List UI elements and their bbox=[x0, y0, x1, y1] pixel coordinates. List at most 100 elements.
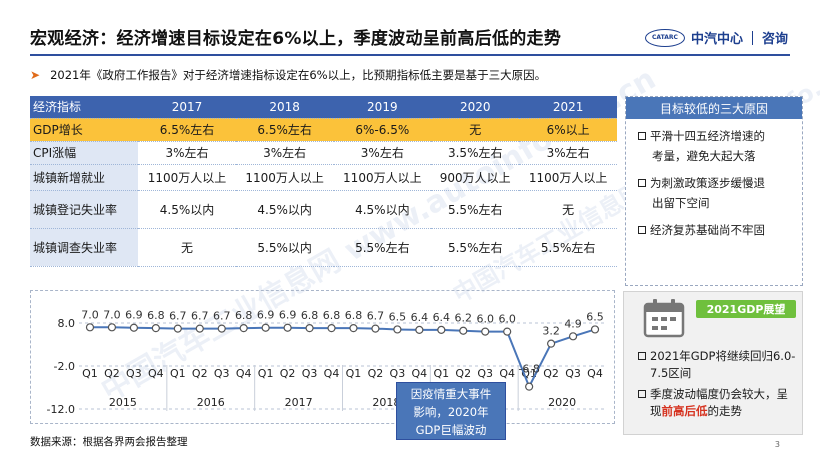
table-header: 2018 bbox=[235, 96, 334, 119]
x-tick-label: Q3 bbox=[390, 367, 406, 380]
row-label: 城镇新增就业 bbox=[30, 164, 139, 191]
economic-targets-table: 经济指标 2017 2018 2019 2020 2021 GDP增长 6.5%… bbox=[30, 96, 617, 267]
data-point bbox=[415, 325, 424, 334]
table-header: 2017 bbox=[138, 96, 236, 119]
table-cell: 3%左右 bbox=[519, 141, 617, 165]
checkbox-square-icon bbox=[638, 226, 646, 234]
x-tick-label: Q2 bbox=[368, 367, 384, 380]
table-cell: 6%以上 bbox=[519, 118, 617, 142]
data-label: 7.0 bbox=[81, 308, 99, 321]
x-tick-label: Q1 bbox=[170, 367, 186, 380]
data-label: 6.8 bbox=[147, 309, 165, 322]
data-point bbox=[525, 382, 534, 391]
reason-text: 出留下空间 bbox=[652, 196, 710, 210]
data-point bbox=[459, 326, 468, 335]
callout-line: 因疫情重大事件 bbox=[410, 387, 492, 401]
data-point bbox=[437, 325, 446, 334]
table-cell: 4.5%以内 bbox=[333, 190, 432, 229]
data-point bbox=[568, 332, 578, 341]
table-row: 城镇新增就业 1100万人以上 1100万人以上 1100万人以上 900万人以… bbox=[30, 164, 617, 191]
table-cell: 无 bbox=[431, 118, 520, 142]
outlook-badge: 2021GDP展望 bbox=[696, 300, 796, 318]
outlook-text: 季度波动幅度仍会较大，呈现前高后低的走势 bbox=[650, 387, 788, 418]
table-header: 2020 bbox=[431, 96, 520, 119]
x-tick-label: Q2 bbox=[104, 367, 120, 380]
data-label: 6.7 bbox=[191, 310, 209, 323]
covid-callout: 因疫情重大事件 影响，2020年 GDP巨幅波动 bbox=[396, 382, 506, 440]
catarc-logo-icon: CATARC bbox=[644, 28, 685, 47]
outlook-text: 2021年GDP将继续回归6.0-7.5区间 bbox=[650, 349, 796, 380]
data-point bbox=[283, 323, 292, 332]
reason-text: 考量，避免大起大落 bbox=[652, 149, 756, 163]
data-label: 6.7 bbox=[367, 310, 385, 323]
intro-line: ➤ 2021年《政府工作报告》对于经济增速指标设定在6%以上，比预期指标低主要是… bbox=[30, 67, 546, 83]
x-tick-label: Q3 bbox=[565, 367, 581, 380]
table-header: 2019 bbox=[333, 96, 432, 119]
data-label: 6.5 bbox=[586, 310, 604, 323]
data-point bbox=[503, 327, 512, 336]
table-cell: 无 bbox=[138, 228, 236, 267]
data-label: 6.0 bbox=[498, 313, 516, 326]
table-cell: 5.5%以内 bbox=[235, 228, 334, 267]
data-label: 6.7 bbox=[169, 310, 187, 323]
data-label: 6.8 bbox=[301, 309, 319, 322]
checkbox-square-icon bbox=[638, 352, 646, 360]
table-cell: 5.5%左右 bbox=[519, 228, 617, 267]
data-point bbox=[590, 325, 600, 334]
y-tick-label: 8.0 bbox=[58, 317, 76, 330]
table-cell: 5.5%左右 bbox=[333, 228, 432, 267]
x-tick-label: Q1 bbox=[258, 367, 274, 380]
data-label: 6.9 bbox=[257, 309, 275, 322]
calendar-icon bbox=[643, 299, 685, 338]
reason-item: 经济复苏基础尚不牢固 bbox=[626, 220, 802, 240]
row-label: 城镇登记失业率 bbox=[30, 190, 139, 229]
table-cell: 1100万人以上 bbox=[138, 164, 236, 191]
x-tick-label: Q1 bbox=[346, 367, 362, 380]
table-cell: 6.5%左右 bbox=[138, 118, 236, 142]
table-cell: 6.5%左右 bbox=[235, 118, 334, 142]
x-tick-label: Q3 bbox=[477, 367, 493, 380]
table-row: CPI涨幅 3%左右 3%左右 3%左右 3.5%左右 3%左右 bbox=[30, 141, 617, 165]
checkbox-square-icon bbox=[638, 390, 646, 398]
data-label: 6.8 bbox=[235, 309, 253, 322]
x-tick-label: Q2 bbox=[455, 367, 471, 380]
gdp-chart-frame: 8.0 -2.0 -12.0 Q1 Q2 Q3 Q4 Q1 Q2 Q3 Q4 Q1 Q2 Q3 Q4 Q1 Q2… bbox=[30, 290, 615, 424]
x-tick-label: Q4 bbox=[412, 367, 428, 380]
gdp-line-chart: 8.0 -2.0 -12.0 Q1 Q2 Q3 Q4 Q1 Q2 Q3 Q4 Q1 Q2 Q3 Q4 Q1 Q2… bbox=[47, 308, 606, 416]
page-number: 3 bbox=[774, 440, 780, 449]
checkbox-square-icon bbox=[638, 132, 646, 140]
logo-text-right: 咨询 bbox=[761, 32, 788, 47]
data-source: 数据来源：根据各界两会报告整理 bbox=[30, 436, 188, 448]
row-label: 城镇调查失业率 bbox=[30, 228, 139, 267]
table-cell: 3%左右 bbox=[138, 141, 236, 165]
table-row: 城镇登记失业率 4.5%以内 4.5%以内 4.5%以内 5.5%左右 无 bbox=[30, 190, 617, 229]
x-tick-label: Q1 bbox=[82, 367, 98, 380]
data-point bbox=[393, 325, 402, 334]
data-point bbox=[349, 324, 358, 333]
data-label: 6.4 bbox=[411, 311, 429, 324]
table-cell: 3%左右 bbox=[235, 141, 334, 165]
table-cell: 1100万人以上 bbox=[519, 164, 617, 191]
table-cell: 1100万人以上 bbox=[333, 164, 432, 191]
outlook-point: 2021年GDP将继续回归6.0-7.5区间 bbox=[638, 348, 798, 382]
data-label: 6.9 bbox=[125, 309, 143, 322]
x-tick-label: Q3 bbox=[214, 367, 230, 380]
checkbox-square-icon bbox=[638, 179, 646, 187]
callout-line: 影响，2020年 bbox=[413, 405, 489, 419]
table-cell: 无 bbox=[519, 190, 617, 229]
year-label: 2018 bbox=[372, 396, 400, 409]
reason-item: 平滑十四五经济增速的 考量，避免大起大落 bbox=[626, 126, 802, 166]
table-cell: 5.5%左右 bbox=[431, 190, 520, 229]
data-point bbox=[481, 327, 490, 336]
table-cell: 4.5%以内 bbox=[235, 190, 334, 229]
bullet-arrow-icon: ➤ bbox=[30, 68, 41, 82]
callout-line: GDP巨幅波动 bbox=[415, 423, 487, 437]
row-label: CPI涨幅 bbox=[30, 141, 139, 165]
reasons-title: 目标较低的三大原因 bbox=[626, 97, 802, 119]
data-point bbox=[151, 324, 160, 333]
x-tick-label: Q4 bbox=[324, 367, 340, 380]
data-label: 7.0 bbox=[103, 308, 121, 321]
x-tick-label: Q4 bbox=[236, 367, 252, 380]
gdp-outlook-panel: 2021GDP展望 2021年GDP将继续回归6.0-7.5区间 季度波动幅度仍… bbox=[623, 291, 803, 435]
table-cell: 5.5%左右 bbox=[431, 228, 520, 267]
